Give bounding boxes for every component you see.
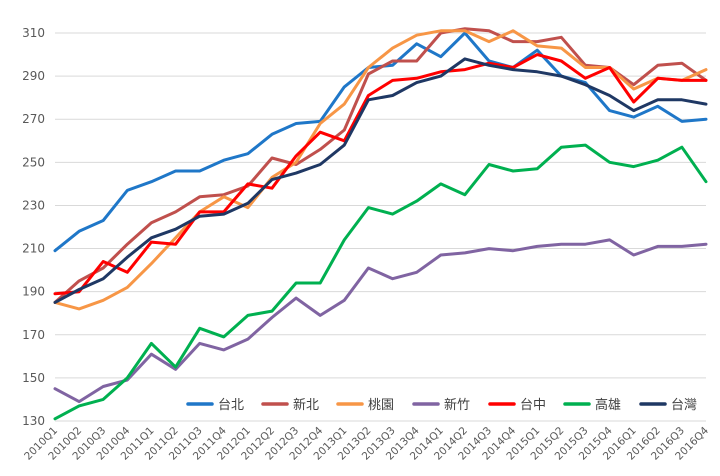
- series-line-6: [53, 57, 708, 304]
- y-tick-label: 130: [22, 414, 45, 428]
- series-lines: [53, 27, 708, 421]
- series-line-4: [53, 53, 708, 296]
- y-tick-label: 290: [22, 69, 45, 83]
- y-tick-label: 270: [22, 112, 45, 126]
- series-line-5: [53, 143, 708, 421]
- legend-label: 台中: [520, 398, 546, 413]
- legend-label: 台北: [218, 398, 244, 413]
- y-tick-label: 250: [22, 155, 45, 169]
- legend-label: 桃園: [368, 398, 394, 413]
- series-line-3: [53, 238, 708, 404]
- y-tick-label: 310: [22, 26, 45, 40]
- series-line-0: [53, 31, 708, 253]
- y-tick-label: 170: [22, 328, 45, 342]
- gridlines: [55, 32, 706, 422]
- legend-label: 台灣: [671, 398, 697, 413]
- x-axis-ticks: 2010Q12010Q22010Q32010Q42011Q12011Q22011…: [22, 424, 711, 462]
- y-axis-ticks: 130 150 170 190 210 230 250 270 290 310: [22, 26, 45, 428]
- legend-label: 高雄: [595, 397, 621, 413]
- legend-label: 新竹: [444, 397, 470, 413]
- series-line-2: [53, 29, 708, 311]
- y-tick-label: 230: [22, 198, 45, 212]
- y-tick-label: 210: [22, 242, 45, 256]
- y-tick-label: 150: [22, 371, 45, 385]
- legend-label: 新北: [293, 397, 319, 413]
- y-tick-label: 190: [22, 285, 45, 299]
- legend: 台北 新北 桃園 新竹 台中 高雄 台灣: [186, 397, 697, 413]
